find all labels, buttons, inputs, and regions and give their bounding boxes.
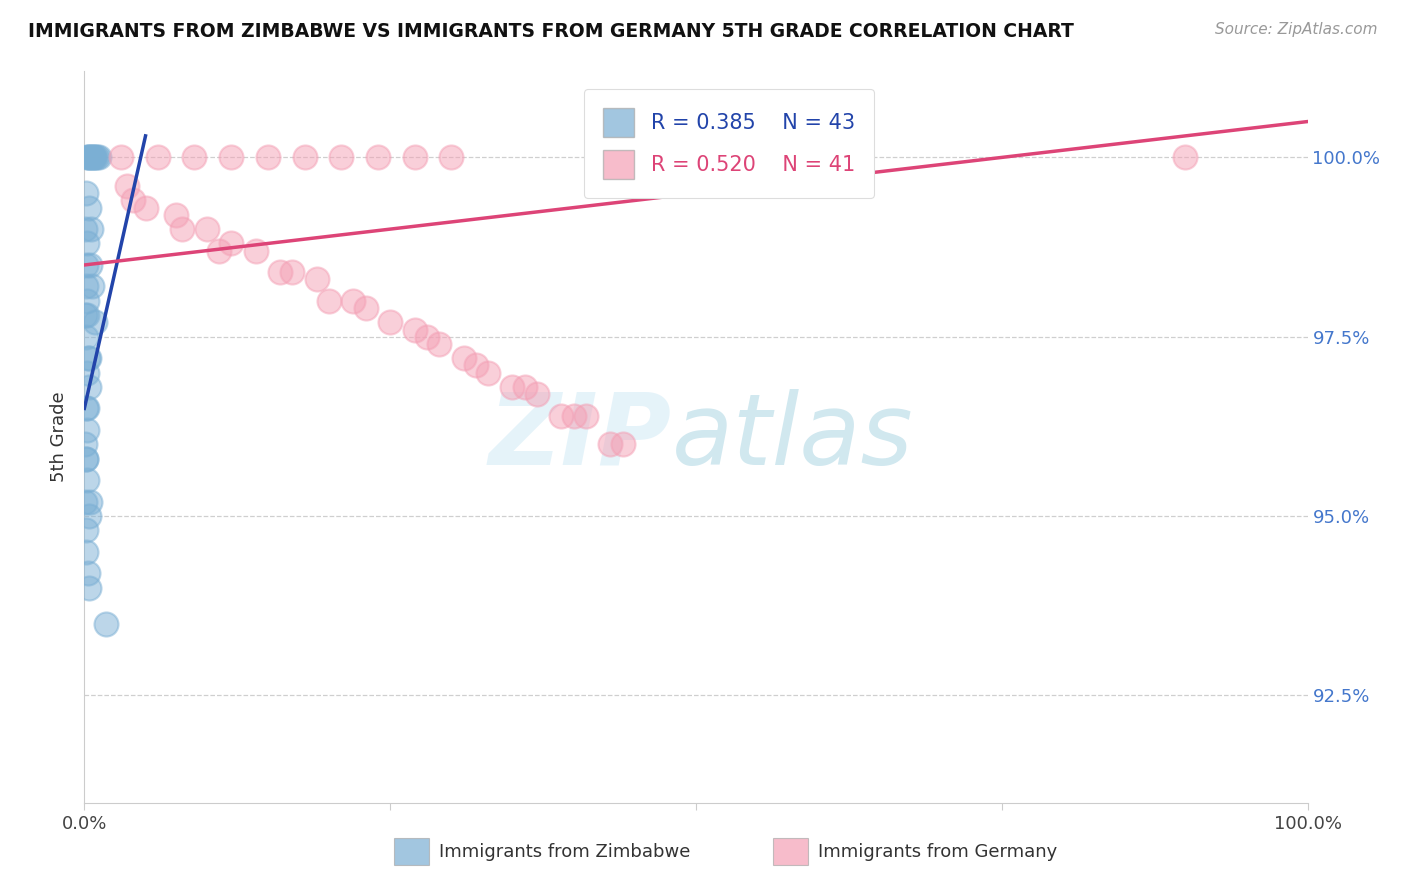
Point [75,258,97,272]
Point [305,272,328,286]
Legend: R = 0.385    N = 43, R = 0.520    N = 41: R = 0.385 N = 43, R = 0.520 N = 41 [583,89,873,198]
Point [82,150,104,164]
Point [86,150,108,164]
Point [453,351,475,366]
Point [73,222,96,236]
Point [318,293,340,308]
Point [477,366,499,380]
Point [367,150,389,164]
Point [76,308,98,322]
Point [612,437,634,451]
Point [75,494,97,508]
Point [77,351,100,366]
Point [599,437,621,451]
Point [77,508,100,523]
Point [80,150,103,164]
Text: Source: ZipAtlas.com: Source: ZipAtlas.com [1215,22,1378,37]
Point [76,236,98,251]
Point [195,222,218,236]
Point [404,150,426,164]
Point [562,409,585,423]
Point [269,265,291,279]
Point [208,244,231,258]
Point [76,401,98,416]
Point [245,244,267,258]
Y-axis label: 5th Grade: 5th Grade [51,392,69,483]
Point [79,258,101,272]
Point [575,409,598,423]
Point [502,380,524,394]
Point [464,359,486,373]
Point [75,451,97,466]
Point [294,150,316,164]
Point [77,566,100,581]
Point [75,401,97,416]
Point [380,315,402,329]
Point [110,150,132,164]
Point [342,293,364,308]
Point [77,150,100,164]
Point [135,201,157,215]
Point [122,194,145,208]
Text: ZIP: ZIP [488,389,672,485]
Text: Immigrants from Zimbabwe: Immigrants from Zimbabwe [439,843,690,861]
Text: Immigrants from Germany: Immigrants from Germany [818,843,1057,861]
Point [76,423,98,437]
Point [115,179,138,194]
Point [77,201,100,215]
Point [80,279,103,293]
Point [1174,150,1197,164]
Point [76,150,98,164]
Point [165,208,187,222]
Point [281,265,304,279]
Point [75,524,97,538]
Point [77,380,100,394]
Point [75,329,97,343]
Point [73,308,96,322]
Point [77,150,100,164]
Point [75,279,97,293]
Point [87,150,110,164]
Point [75,451,97,466]
Text: atlas: atlas [672,389,912,485]
Point [146,150,169,164]
Point [404,322,426,336]
Point [427,336,450,351]
Point [76,293,98,308]
Point [513,380,536,394]
Point [76,366,98,380]
Point [416,329,439,343]
Point [257,150,280,164]
Point [354,301,377,315]
Point [96,616,118,631]
Point [526,387,548,401]
Point [550,409,572,423]
Point [73,437,96,451]
Point [79,150,101,164]
Point [83,150,105,164]
Point [84,315,107,329]
Point [79,494,101,508]
Point [219,236,242,251]
Point [77,351,100,366]
Point [80,222,103,236]
Point [330,150,353,164]
Point [77,581,100,595]
Text: IMMIGRANTS FROM ZIMBABWE VS IMMIGRANTS FROM GERMANY 5TH GRADE CORRELATION CHART: IMMIGRANTS FROM ZIMBABWE VS IMMIGRANTS F… [28,22,1074,41]
Point [75,545,97,559]
Point [75,186,97,201]
Point [183,150,205,164]
Point [440,150,463,164]
Point [84,150,107,164]
Point [172,222,194,236]
Point [219,150,242,164]
Point [76,473,98,487]
